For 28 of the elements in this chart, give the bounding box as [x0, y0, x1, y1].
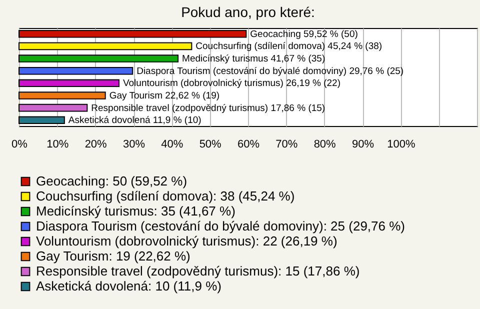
data-label: Asketická dovolená 11,9 % (10) — [68, 115, 202, 126]
data-label: Responsible travel (zodpovědný turismus) 17,86 % (15) — [91, 102, 326, 114]
legend-label: Voluntourism (dobrovolnický turismus): 22 (26,19 %) — [36, 234, 338, 248]
data-label: Medicínský turismus 41,67 % (35) — [182, 54, 326, 65]
legend-label: Responsible travel (zodpovědný turismus): 15 (17,86 %) — [36, 264, 360, 278]
data-label: Voluntourism (dobrovolnický turismus) 26,19 % (22) — [122, 78, 341, 90]
legend-label: Gay Tourism: 19 (22,62 %) — [36, 248, 190, 264]
x-tick-label: 90% — [352, 138, 374, 150]
x-tick-label: 0% — [12, 138, 28, 150]
x-tick-label: 50% — [199, 138, 222, 150]
legend-label: Couchsurfing (sdílení domova): 38 (45,24 %) — [36, 188, 295, 204]
x-tick-label: 100% — [387, 138, 416, 150]
chart-title: Pokud ano, pro které: — [181, 4, 315, 20]
x-tick-label: 70% — [276, 138, 298, 150]
legend-label: Medicínský turismus: 35 (41,67 %) — [36, 204, 236, 218]
legend-label: Diaspora Tourism (cestování do bývalé domoviny): 25 (29,76 %) — [36, 218, 405, 234]
legend-label: Asketická dovolená: 10 (11,9 %) — [36, 278, 222, 294]
data-label: Couchsurfing (sdílení domova) 45,24 % (38) — [196, 41, 382, 52]
x-tick-label: 60% — [237, 138, 260, 150]
x-tick-label: 30% — [122, 138, 146, 150]
data-label: Gay Tourism 22,62 % (19) — [109, 90, 220, 102]
x-tick-label: 40% — [161, 138, 184, 150]
data-label: Diaspora Tourism (cestování do bývalé domoviny) 29,76 % (25) — [136, 66, 404, 77]
data-label: Geocaching 59,52 % (50) — [250, 28, 358, 40]
x-tick-label: 20% — [84, 138, 108, 150]
x-tick-label: 80% — [314, 138, 336, 150]
x-tick-label: 10% — [46, 138, 69, 150]
legend-label: Geocaching: 50 (59,52 %) — [36, 174, 188, 188]
